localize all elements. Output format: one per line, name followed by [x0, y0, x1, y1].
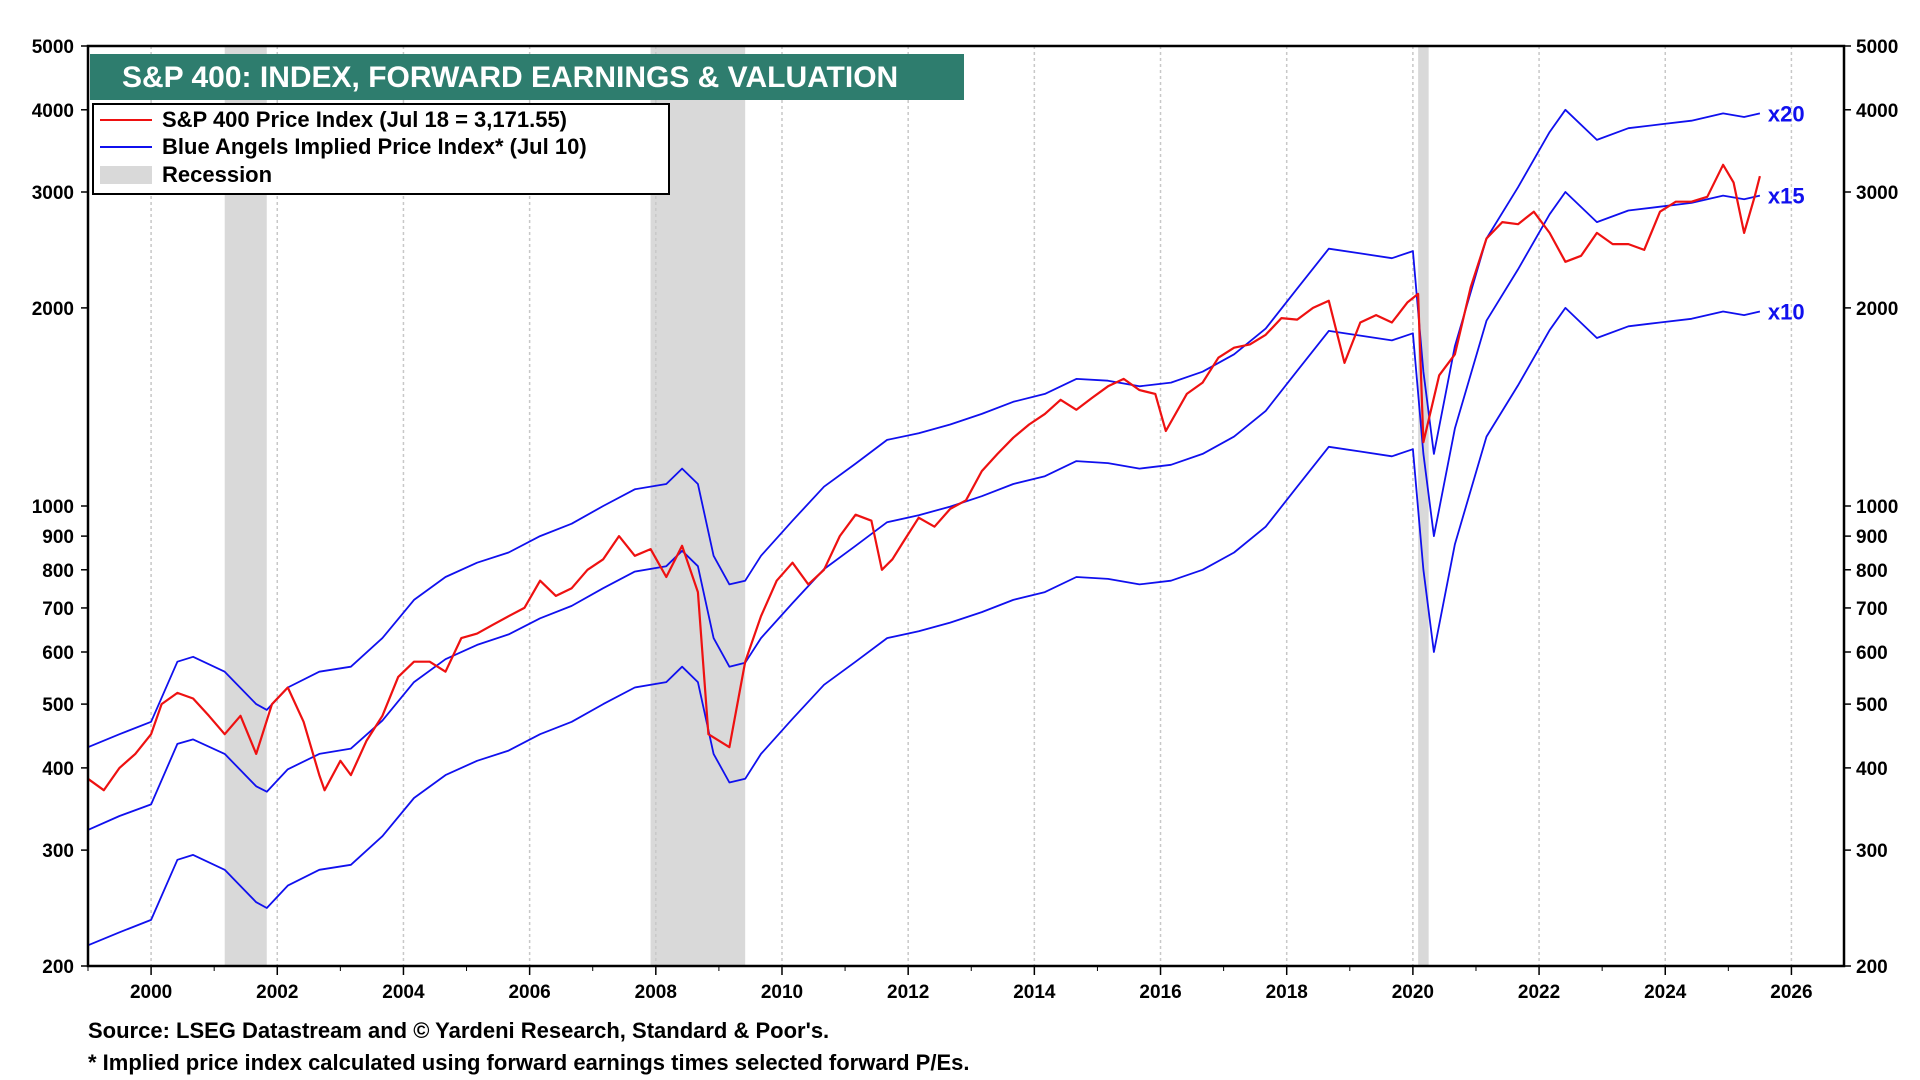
title-background: [90, 54, 964, 100]
x-tick-label-2026: 2026: [1770, 982, 1812, 1003]
x-tick-label-2008: 2008: [635, 982, 677, 1003]
legend-recession-swatch: [100, 166, 152, 184]
x-tick-label-2002: 2002: [256, 982, 298, 1003]
x-tick-label-2004: 2004: [382, 982, 425, 1003]
implied-x10-line: [87, 306, 1761, 947]
y-tick-label-right-800: 800: [1856, 561, 1888, 582]
y-tick-label-left-5000: 5000: [32, 37, 74, 58]
y-tick-label-right-600: 600: [1856, 643, 1888, 664]
y-tick-label-left-800: 800: [42, 561, 74, 582]
y-tick-label-right-500: 500: [1856, 695, 1888, 716]
y-tick-label-left-200: 200: [42, 957, 74, 978]
x-tick-label-2022: 2022: [1518, 982, 1560, 1003]
y-tick-label-left-700: 700: [42, 599, 74, 620]
y-tick-label-left-500: 500: [42, 695, 74, 716]
x-tick-label-2010: 2010: [761, 982, 803, 1003]
y-tick-label-right-300: 300: [1856, 841, 1888, 862]
legend-recession-label: Recession: [162, 162, 272, 187]
x-tick-label-2012: 2012: [887, 982, 929, 1003]
y-axis-ticks: 200 200 300 300 400 400 500 500 600 600 700 700 800 8…: [32, 37, 1899, 978]
chart-title: S&P 400: INDEX, FORWARD EARNINGS & VALUA…: [122, 61, 898, 94]
implied-x20-line: [87, 108, 1761, 749]
recession-band-0: [224, 46, 267, 966]
y-tick-label-right-4000: 4000: [1856, 101, 1898, 122]
multiplier-labels: x20 x15 x10: [1768, 101, 1805, 324]
title-box: S&P 400: INDEX, FORWARD EARNINGS & VALUA…: [90, 54, 964, 100]
multiplier-label-x20: x20: [1768, 101, 1805, 126]
note-footnote: * Implied price index calculated using f…: [88, 1050, 970, 1075]
y-tick-label-right-200: 200: [1856, 957, 1888, 978]
y-tick-label-right-1000: 1000: [1856, 497, 1898, 518]
y-tick-label-right-5000: 5000: [1856, 37, 1898, 58]
x-tick-label-2020: 2020: [1392, 982, 1434, 1003]
legend-implied-label: Blue Angels Implied Price Index* (Jul 10…: [162, 134, 587, 159]
legend-box: [92, 103, 670, 195]
implied-x15-line: [87, 191, 1761, 831]
multiplier-label-x10: x10: [1768, 299, 1805, 324]
recession-bands: [224, 46, 1429, 966]
y-tick-label-left-4000: 4000: [32, 101, 74, 122]
x-tick-label-2006: 2006: [508, 982, 550, 1003]
y-tick-label-left-400: 400: [42, 759, 74, 780]
x-axis-ticks: 2000 2002 2004 2006 2008 2010 2012 2014 2016 2018…: [87, 966, 1813, 1003]
x-tick-label-2018: 2018: [1266, 982, 1308, 1003]
legend: S&P 400 Price Index (Jul 18 = 3,171.55) …: [92, 103, 670, 195]
y-tick-label-right-2000: 2000: [1856, 299, 1898, 320]
y-tick-label-left-3000: 3000: [32, 183, 74, 204]
y-tick-label-right-3000: 3000: [1856, 183, 1898, 204]
series-lines: [87, 108, 1761, 947]
y-tick-label-left-900: 900: [42, 527, 74, 548]
x-tick-label-2000: 2000: [130, 982, 172, 1003]
price-line: [87, 163, 1761, 792]
y-tick-label-left-2000: 2000: [32, 299, 74, 320]
recession-band-2: [1418, 46, 1429, 966]
y-tick-label-right-900: 900: [1856, 527, 1888, 548]
y-tick-label-left-300: 300: [42, 841, 74, 862]
legend-price-label: S&P 400 Price Index (Jul 18 = 3,171.55): [162, 107, 567, 132]
x-tick-label-2016: 2016: [1139, 982, 1181, 1003]
x-tick-label-2024: 2024: [1644, 982, 1687, 1003]
source-footnote: Source: LSEG Datastream and © Yardeni Re…: [88, 1018, 830, 1043]
y-tick-label-right-400: 400: [1856, 759, 1888, 780]
y-tick-label-left-1000: 1000: [32, 497, 74, 518]
y-tick-label-left-600: 600: [42, 643, 74, 664]
multiplier-label-x15: x15: [1768, 184, 1805, 209]
recession-band-1: [650, 46, 746, 966]
x-tick-label-2014: 2014: [1013, 982, 1056, 1003]
y-tick-label-right-700: 700: [1856, 599, 1888, 620]
